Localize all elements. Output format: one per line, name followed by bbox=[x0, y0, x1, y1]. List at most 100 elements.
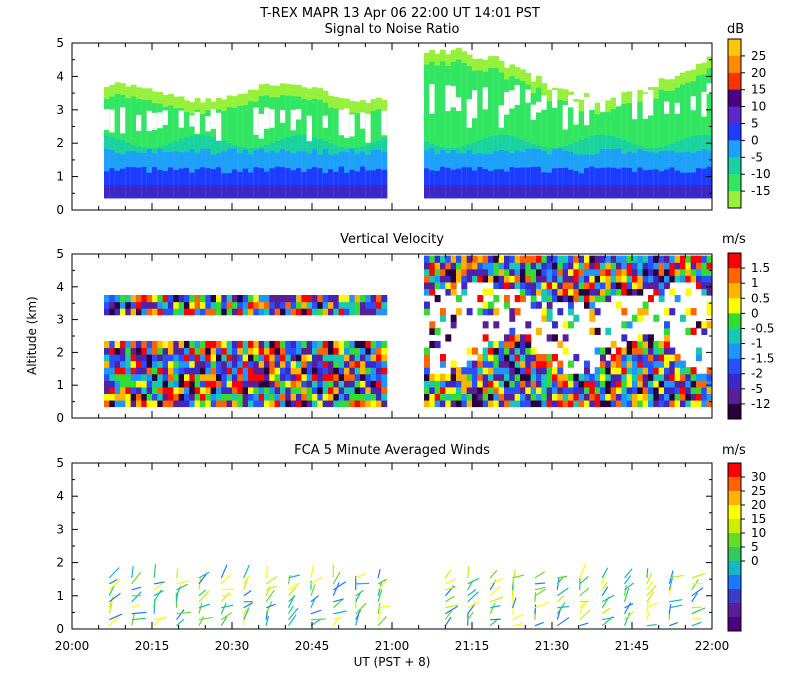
velocity-cell bbox=[493, 275, 500, 283]
wind-barb bbox=[243, 603, 253, 615]
wind-barb bbox=[176, 618, 185, 627]
velocity-cell bbox=[328, 380, 334, 388]
velocity-cell bbox=[541, 268, 548, 276]
wind-barb bbox=[489, 585, 501, 597]
velocity-cell bbox=[232, 386, 238, 394]
velocity-cell bbox=[376, 354, 382, 362]
snr-cell bbox=[141, 166, 148, 199]
velocity-cell bbox=[152, 386, 158, 394]
velocity-cell bbox=[616, 281, 622, 290]
velocity-cell bbox=[605, 275, 612, 283]
snr-gap bbox=[280, 110, 286, 123]
velocity-cell bbox=[290, 301, 297, 309]
snr-cell bbox=[216, 167, 222, 199]
velocity-cell bbox=[280, 308, 286, 316]
velocity-cell bbox=[344, 354, 350, 362]
wind-barb bbox=[646, 572, 653, 585]
velocity-cell bbox=[626, 340, 633, 349]
wind-barb bbox=[220, 592, 230, 603]
velocity-cell bbox=[333, 354, 340, 362]
velocity-cell bbox=[573, 262, 580, 270]
velocity-cell bbox=[509, 255, 516, 263]
wind-barb bbox=[220, 615, 228, 626]
snr-gap bbox=[162, 110, 169, 125]
snr-cell bbox=[434, 65, 441, 199]
velocity-cell bbox=[264, 354, 270, 362]
snr-cell bbox=[194, 169, 201, 199]
velocity-cell bbox=[130, 301, 137, 309]
velocity-cell bbox=[568, 275, 574, 283]
snr-cell bbox=[296, 168, 302, 199]
velocity-cell bbox=[669, 308, 676, 316]
velocity-cell bbox=[242, 367, 249, 375]
snr-cell bbox=[152, 167, 158, 199]
velocity-cell bbox=[626, 255, 633, 263]
velocity-cell bbox=[504, 268, 510, 276]
velocity-cell bbox=[514, 334, 521, 342]
velocity-cell bbox=[557, 281, 564, 290]
colorbar-label: 10 bbox=[751, 526, 766, 540]
velocity-cell bbox=[557, 268, 564, 276]
velocity-cell bbox=[552, 295, 558, 303]
panel-1 bbox=[104, 255, 713, 408]
velocity-cell bbox=[360, 340, 366, 349]
velocity-cell bbox=[370, 301, 377, 309]
velocity-cell bbox=[589, 295, 596, 303]
velocity-cell bbox=[216, 373, 222, 381]
wind-barb bbox=[108, 614, 120, 627]
snr-cell bbox=[685, 184, 692, 199]
snr-cell bbox=[157, 169, 164, 199]
snr-cell bbox=[626, 167, 633, 199]
velocity-cell bbox=[653, 314, 660, 322]
velocity-cell bbox=[360, 295, 366, 303]
velocity-cell bbox=[424, 288, 430, 296]
snr-cell bbox=[365, 170, 372, 199]
velocity-cell bbox=[573, 314, 580, 322]
plot-frame-2 bbox=[71, 462, 713, 630]
velocity-cell bbox=[280, 360, 286, 368]
velocity-cell bbox=[610, 399, 617, 408]
y-tick-label: 4 bbox=[56, 280, 64, 294]
velocity-cell bbox=[285, 360, 292, 368]
velocity-cell bbox=[514, 255, 521, 263]
snr-gap bbox=[541, 95, 548, 110]
velocity-cell bbox=[605, 373, 612, 381]
velocity-cell bbox=[221, 399, 228, 408]
velocity-cell bbox=[466, 393, 473, 401]
velocity-cell bbox=[568, 281, 574, 290]
wind-barb bbox=[310, 584, 316, 597]
velocity-cell bbox=[541, 373, 548, 381]
velocity-cell bbox=[520, 373, 526, 381]
snr-cell bbox=[514, 184, 521, 199]
velocity-cell bbox=[658, 268, 665, 276]
velocity-cell bbox=[317, 295, 324, 303]
velocity-cell bbox=[621, 275, 628, 283]
wind-barb bbox=[265, 601, 273, 614]
snr-cell bbox=[520, 167, 526, 199]
velocity-cell bbox=[157, 380, 164, 388]
wind-barb bbox=[534, 592, 537, 602]
snr-cell bbox=[178, 168, 185, 199]
velocity-cell bbox=[498, 399, 505, 408]
velocity-cell bbox=[338, 347, 345, 355]
colorbar-label: 1.5 bbox=[751, 261, 770, 275]
velocity-cell bbox=[120, 301, 126, 309]
wind-barb bbox=[579, 587, 590, 597]
velocity-cell bbox=[616, 393, 622, 401]
velocity-cell bbox=[664, 262, 670, 270]
velocity-cell bbox=[434, 386, 441, 394]
velocity-cell bbox=[344, 367, 350, 375]
velocity-cell bbox=[514, 295, 521, 303]
velocity-cell bbox=[381, 360, 388, 368]
snr-gap bbox=[120, 107, 126, 134]
snr-cell bbox=[653, 184, 660, 199]
velocity-cell bbox=[568, 321, 574, 329]
velocity-cell bbox=[669, 262, 676, 270]
snr-gap bbox=[552, 90, 558, 108]
velocity-cell bbox=[365, 301, 372, 309]
snr-gap bbox=[210, 109, 217, 129]
velocity-cell bbox=[349, 360, 356, 368]
velocity-cell bbox=[461, 373, 468, 381]
snr-cell bbox=[130, 167, 137, 199]
velocity-cell bbox=[706, 268, 713, 276]
